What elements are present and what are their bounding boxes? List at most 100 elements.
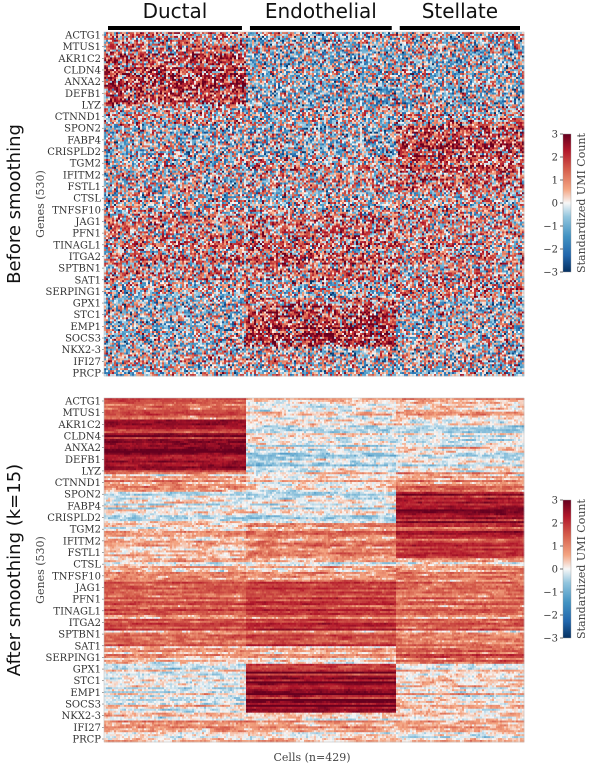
heatmap-cell [420, 38, 422, 40]
heatmap-cell [290, 42, 292, 44]
heatmap-cell [494, 50, 496, 52]
heatmap-cell [360, 46, 362, 48]
heatmap-cell [130, 38, 132, 40]
heatmap-cell [516, 46, 518, 48]
gene-label: CLDN4 [64, 66, 101, 77]
heatmap-cell [112, 46, 114, 48]
heatmap-cell [192, 38, 194, 40]
heatmap-cell [478, 42, 480, 44]
heatmap-cell [138, 34, 140, 36]
heatmap-cell [502, 42, 504, 44]
heatmap-cell [314, 42, 316, 44]
heatmap-cell [136, 34, 138, 36]
heatmap-cell [236, 34, 238, 36]
heatmap-cell [156, 42, 158, 44]
heatmap-cell [336, 38, 338, 40]
heatmap-cell [172, 42, 174, 44]
heatmap-cell [512, 38, 514, 40]
heatmap-cell [408, 50, 410, 52]
heatmap-cell [476, 50, 478, 52]
heatmap-cell [138, 38, 140, 40]
heatmap-cell [440, 34, 442, 36]
heatmap-cell [216, 46, 218, 48]
heatmap-cell [120, 38, 122, 40]
heatmap-cell [414, 34, 416, 36]
heatmap-cell [366, 42, 368, 44]
heatmap-cell [144, 38, 146, 40]
heatmap-cell [498, 50, 500, 52]
heatmap-cell [256, 38, 258, 40]
heatmap-cell [284, 42, 286, 44]
heatmap-cell [258, 46, 260, 48]
heatmap-cell [226, 42, 228, 44]
heatmap-cell [516, 42, 518, 44]
heatmap-cell [304, 50, 306, 52]
heatmap-cell [484, 46, 486, 48]
gene-label: DEFB1 [65, 89, 101, 100]
heatmap-cell [230, 42, 232, 44]
heatmap-cell [518, 34, 520, 36]
heatmap-cell [410, 50, 412, 52]
heatmap-cell [150, 38, 152, 40]
heatmap-cell [210, 38, 212, 40]
heatmap-cell [296, 50, 298, 52]
heatmap-cell [268, 42, 270, 44]
heatmap-cell [422, 34, 424, 36]
heatmap-cell [206, 34, 208, 36]
heatmap-cell [418, 42, 420, 44]
heatmap-cell [352, 46, 354, 48]
heatmap-cell [178, 38, 180, 40]
heatmap-cell [222, 42, 224, 44]
heatmap-cell [384, 46, 386, 48]
heatmap-cell [216, 42, 218, 44]
heatmap-cell [338, 38, 340, 40]
heatmap-cell [476, 42, 478, 44]
heatmap-cell [276, 50, 278, 52]
heatmap-cell [316, 50, 318, 52]
heatmap-cell [338, 42, 340, 44]
heatmap-cell [398, 38, 400, 40]
heatmap-cell [222, 46, 224, 48]
heatmap-cell [390, 46, 392, 48]
heatmap-cell [184, 34, 186, 36]
heatmap-cell [316, 38, 318, 40]
heatmap-cell [282, 50, 284, 52]
heatmap-cell [318, 46, 320, 48]
heatmap-cell [124, 38, 126, 40]
heatmap-cell [158, 50, 160, 52]
heatmap-cell [132, 38, 134, 40]
heatmap-cell [226, 46, 228, 48]
heatmap-cell [340, 50, 342, 52]
heatmap-cell [162, 38, 164, 40]
heatmap-cell [444, 50, 446, 52]
heatmap-cell [356, 34, 358, 36]
heatmap-cell [282, 46, 284, 48]
heatmap-cell [520, 38, 522, 40]
heatmap-cell [300, 38, 302, 40]
heatmap-cell [386, 38, 388, 40]
heatmap-cell [468, 34, 470, 36]
heatmap-cell [436, 46, 438, 48]
heatmap-cell [434, 42, 436, 44]
heatmap-cell [326, 50, 328, 52]
heatmap-cell [304, 34, 306, 36]
heatmap-cell [178, 46, 180, 48]
heatmap-cell [458, 34, 460, 36]
heatmap-cell [512, 42, 514, 44]
heatmap-cell [392, 42, 394, 44]
heatmap-cell [196, 42, 198, 44]
heatmap-cell [414, 42, 416, 44]
heatmap-cell [212, 38, 214, 40]
heatmap-cell [140, 42, 142, 44]
heatmap-cell [354, 50, 356, 52]
heatmap-cell [332, 50, 334, 52]
heatmap-cell [338, 34, 340, 36]
heatmap-cell [422, 38, 424, 40]
heatmap-cell [174, 42, 176, 44]
heatmap-cell [126, 50, 128, 52]
heatmap-cell [424, 34, 426, 36]
heatmap-cell [106, 46, 108, 48]
heatmap-cell [284, 46, 286, 48]
heatmap-cell [176, 50, 178, 52]
heatmap-cell [206, 46, 208, 48]
